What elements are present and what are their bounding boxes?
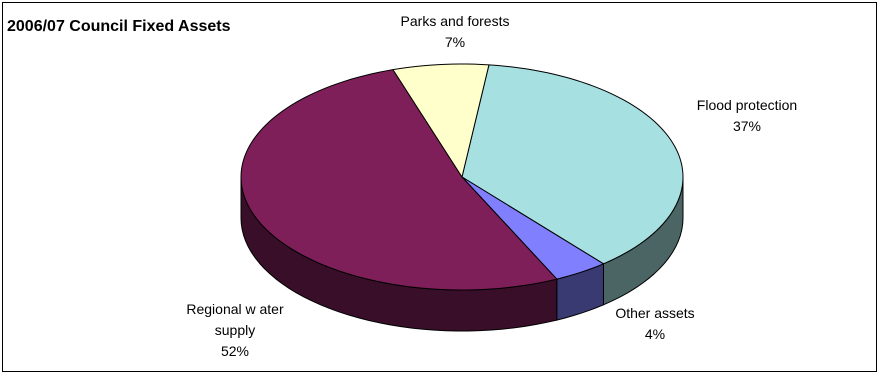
chart-title: 2006/07 Council Fixed Assets xyxy=(7,18,231,35)
slice-parks-and-forests xyxy=(392,63,490,178)
slice-flood-protection xyxy=(461,64,684,265)
slice-label-other-pct: 4% xyxy=(644,326,666,342)
slice-label-parks-name: Parks and forests xyxy=(400,13,510,29)
slice-label-water: Regional w ater supply 52% xyxy=(160,299,310,362)
slice-label-water-pct: 52% xyxy=(220,343,250,359)
slice-label-flood: Flood protection 37% xyxy=(672,95,822,137)
slice-label-flood-name: Flood protection xyxy=(696,97,798,113)
slice-label-flood-pct: 37% xyxy=(732,118,762,134)
slice-label-parks: Parks and forests 7% xyxy=(385,11,525,53)
slice-label-parks-pct: 7% xyxy=(444,34,466,50)
slice-regional-w-ater-supply xyxy=(240,69,558,291)
slice-label-water-line2: supply xyxy=(214,322,256,338)
slice-label-water-line1: Regional w ater xyxy=(186,301,284,317)
slice-label-other-name: Other assets xyxy=(615,305,695,321)
slice-label-other: Other assets 4% xyxy=(590,303,720,345)
slice-other-assets xyxy=(461,176,604,280)
